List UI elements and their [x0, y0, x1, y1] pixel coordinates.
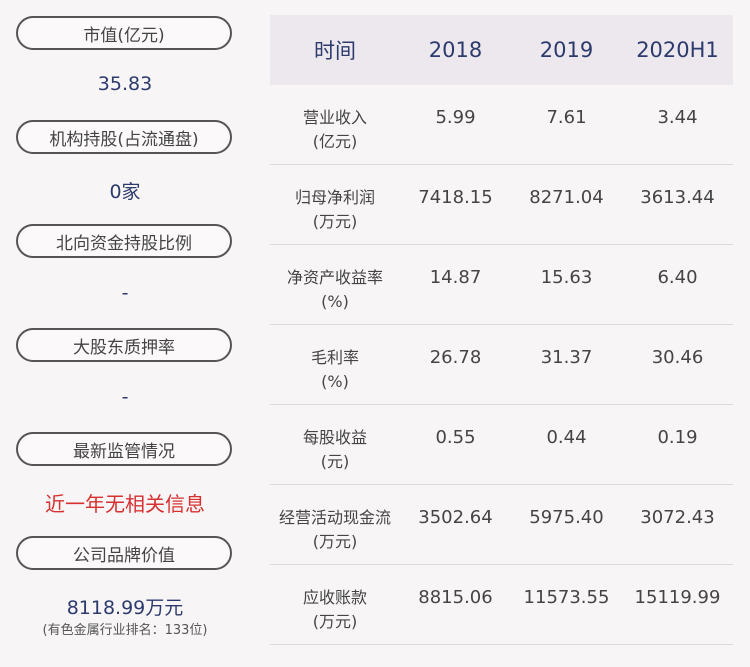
cell-2018: 14.87 [429, 267, 482, 288]
cell-2018: 5.99 [435, 107, 476, 128]
brand-value: 8118.99万元 [66, 597, 184, 619]
cell-2019: 8271.04 [529, 187, 604, 208]
table-row: 毛利率 (%) 26.78 31.37 30.46 [270, 325, 733, 405]
row-label: 经营活动现金流 (万元) [270, 485, 400, 554]
row-label-unit: (亿元) [312, 132, 358, 151]
cell-2019: 15.63 [540, 267, 593, 288]
header-2020h1: 2020H1 [636, 38, 719, 62]
row-label-main: 归母净利润 [294, 188, 375, 207]
cell-2019: 11573.55 [523, 587, 610, 608]
table-row: 经营活动现金流 (万元) 3502.64 5975.40 3072.43 [270, 485, 733, 565]
left-panel: 市值(亿元) 35.83 机构持股(占流通盘) 0家 北向资金持股比例 - 大股… [0, 0, 250, 667]
cell-2020h1: 3613.44 [640, 187, 715, 208]
cell-2018: 26.78 [429, 347, 482, 368]
row-label: 应收账款 (万元) [270, 565, 400, 634]
row-label-main: 营业收入 [302, 108, 367, 127]
row-label-main: 应收账款 [302, 588, 367, 607]
row-label-unit: (%) [321, 292, 349, 311]
row-label-main: 每股收益 [302, 428, 367, 447]
row-label: 归母净利润 (万元) [270, 165, 400, 234]
cell-2018: 0.55 [435, 427, 476, 448]
row-label: 营业收入 (亿元) [270, 85, 400, 154]
row-label: 净资产收益率 (%) [270, 245, 400, 314]
table-row: 净资产收益率 (%) 14.87 15.63 6.40 [270, 245, 733, 325]
cell-2020h1: 30.46 [651, 347, 704, 368]
cell-2018: 3502.64 [418, 507, 493, 528]
row-label-unit: (%) [321, 372, 349, 391]
cell-2020h1: 0.19 [657, 427, 698, 448]
table-header: 时间 2018 2019 2020H1 [270, 15, 733, 85]
cell-2020h1: 3.44 [657, 107, 698, 128]
row-label-unit: (万元) [312, 532, 358, 551]
header-2018: 2018 [428, 38, 483, 62]
market-cap-label: 市值(亿元) [16, 16, 232, 50]
financial-table: 时间 2018 2019 2020H1 营业收入 (亿元) 5.99 7.61 3… [270, 15, 733, 645]
table-row: 归母净利润 (万元) 7418.15 8271.04 3613.44 [270, 165, 733, 245]
market-cap-value: 35.83 [97, 73, 153, 95]
row-label-unit: (元) [320, 452, 350, 471]
table-row: 应收账款 (万元) 8815.06 11573.55 15119.99 [270, 565, 733, 645]
header-2019: 2019 [539, 38, 594, 62]
northbound-ratio-value: - [121, 282, 129, 304]
cell-2020h1: 3072.43 [640, 507, 715, 528]
brand-value-label: 公司品牌价值 [16, 536, 232, 570]
cell-2018: 8815.06 [418, 587, 493, 608]
row-label-unit: (万元) [312, 612, 358, 631]
cell-2019: 5975.40 [529, 507, 604, 528]
cell-2018: 7418.15 [418, 187, 493, 208]
header-time: 时间 [314, 39, 356, 63]
cell-2020h1: 6.40 [657, 267, 698, 288]
pledge-ratio-label: 大股东质押率 [16, 328, 232, 362]
row-label-unit: (万元) [312, 212, 358, 231]
row-label: 每股收益 (元) [270, 405, 400, 474]
brand-rank: (有色金属行业排名：133位) [42, 623, 208, 638]
table-row: 每股收益 (元) 0.55 0.44 0.19 [270, 405, 733, 485]
cell-2019: 0.44 [546, 427, 587, 448]
cell-2019: 7.61 [546, 107, 587, 128]
regulation-status-value: 近一年无相关信息 [45, 492, 205, 516]
pledge-ratio-value: - [121, 386, 129, 408]
table-row: 营业收入 (亿元) 5.99 7.61 3.44 [270, 85, 733, 165]
institution-holding-label: 机构持股(占流通盘) [16, 120, 232, 154]
row-label-main: 毛利率 [310, 348, 359, 367]
cell-2020h1: 15119.99 [634, 587, 721, 608]
cell-2019: 31.37 [540, 347, 593, 368]
regulation-status-label: 最新监管情况 [16, 432, 232, 466]
northbound-ratio-label: 北向资金持股比例 [16, 224, 232, 258]
row-label: 毛利率 (%) [270, 325, 400, 394]
row-label-main: 经营活动现金流 [278, 508, 391, 527]
row-label-main: 净资产收益率 [286, 268, 383, 287]
institution-holding-value: 0家 [109, 181, 141, 203]
